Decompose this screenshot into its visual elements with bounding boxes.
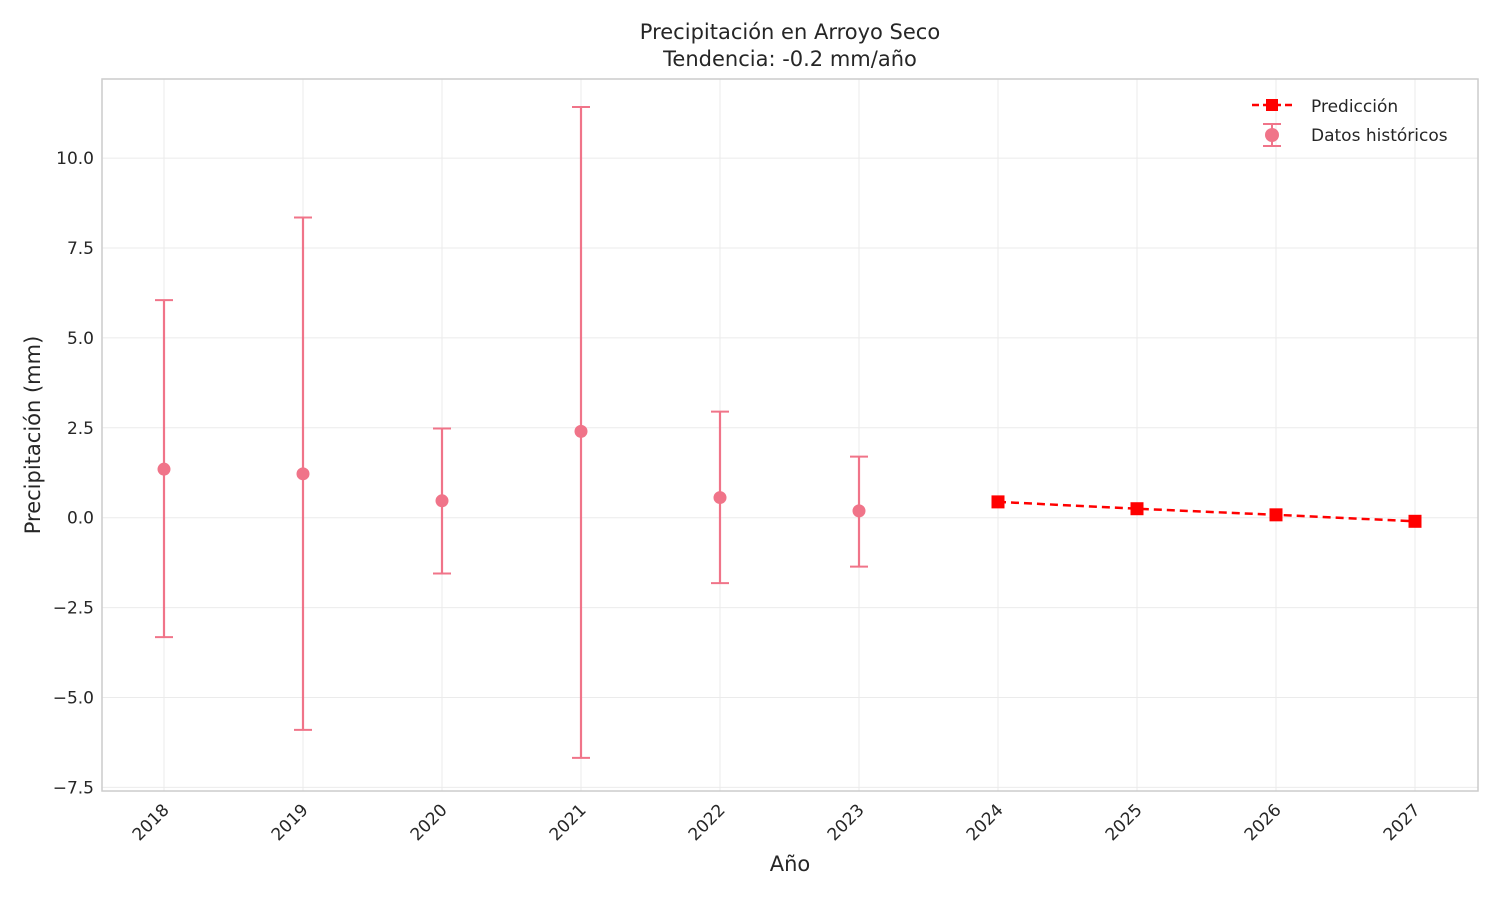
prediction-point (1130, 502, 1144, 516)
x-tick-label: 2025 (1102, 800, 1147, 845)
x-tick-label: 2027 (1380, 800, 1425, 845)
y-axis-ticks: −7.5 −5.0 −2.5 0.0 2.5 5.0 7.5 10.0 (53, 149, 94, 798)
historical-point (435, 494, 449, 508)
x-tick-label: 2024 (963, 800, 1008, 845)
y-tick-label: −2.5 (53, 599, 94, 619)
legend-historical-label: Datos históricos (1311, 126, 1448, 146)
x-tick-label: 2026 (1241, 800, 1286, 845)
y-tick-label: −7.5 (53, 778, 94, 798)
legend-prediction-label: Predicción (1311, 97, 1398, 117)
historical-point (852, 504, 866, 518)
x-tick-label: 2021 (546, 800, 591, 845)
x-axis-ticks: 2018 2019 2020 2021 2022 2023 2024 2025 2026 2027 (129, 800, 1425, 845)
chart-title: Precipitación en Arroyo Seco (640, 20, 940, 44)
prediction-line (997, 500, 1416, 523)
prediction-series (991, 495, 1422, 528)
x-tick-label: 2020 (407, 800, 452, 845)
legend-historical-marker (1265, 128, 1279, 142)
y-tick-label: 5.0 (67, 329, 94, 349)
legend-prediction-marker (1266, 99, 1278, 111)
x-axis-label: Año (770, 852, 811, 876)
x-tick-label: 2018 (129, 800, 174, 845)
historical-point (713, 491, 727, 505)
x-tick-label: 2023 (824, 800, 869, 845)
historical-series (155, 106, 868, 759)
historical-point (157, 462, 171, 476)
legend: Predicción Datos históricos (1252, 97, 1448, 147)
y-tick-label: 0.0 (67, 509, 94, 529)
y-tick-label: 2.5 (67, 419, 94, 439)
grid (102, 79, 1478, 791)
historical-point (296, 467, 310, 481)
plot-frame (101, 78, 1479, 792)
prediction-point (1269, 508, 1283, 522)
x-tick-label: 2019 (268, 800, 313, 845)
y-tick-label: 7.5 (67, 239, 94, 259)
y-axis-label: Precipitación (mm) (21, 336, 45, 535)
chart-subtitle: Tendencia: -0.2 mm/año (662, 47, 917, 71)
y-tick-label: −5.0 (53, 689, 94, 709)
prediction-point (991, 495, 1005, 509)
prediction-point (1408, 514, 1422, 528)
y-tick-label: 10.0 (56, 149, 94, 169)
x-tick-label: 2022 (685, 800, 730, 845)
historical-point (574, 424, 588, 438)
